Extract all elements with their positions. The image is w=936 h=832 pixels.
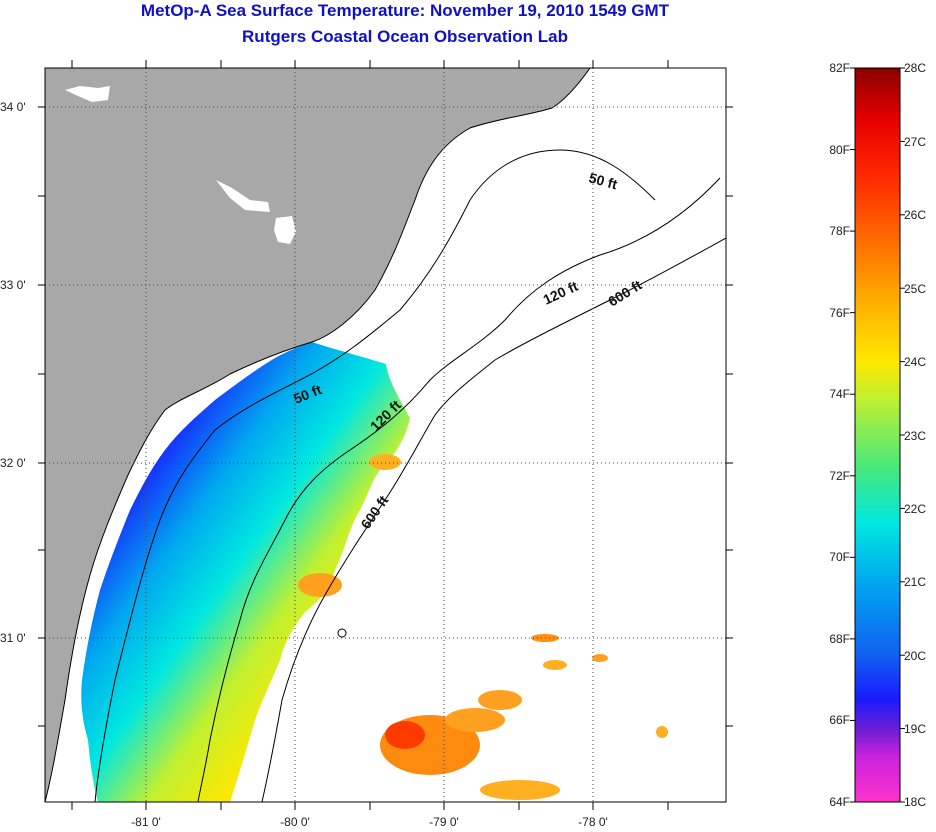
lat-label: 33 0' [0, 278, 26, 292]
colorbar-c-label: 20C [904, 649, 926, 663]
colorbar [854, 67, 901, 803]
lon-label: -78 0' [578, 815, 608, 829]
colorbar-f-label: 82F [829, 61, 850, 75]
colorbar-c-label: 24C [904, 355, 926, 369]
colorbar-c-label: 27C [904, 135, 926, 149]
contour-label: 50 ft [587, 169, 619, 192]
lake-island [65, 86, 110, 102]
coastline [45, 68, 591, 802]
map-frame [44, 67, 727, 803]
contour-600ft [261, 237, 726, 802]
colorbar-c-label: 18C [904, 795, 926, 809]
axis-ticks [38, 60, 733, 810]
lake-island [274, 216, 296, 244]
colorbar-c-label: 22C [904, 502, 926, 516]
contour-label: 600 ft [605, 276, 645, 309]
land-mass [45, 68, 590, 802]
colorbar-f-label: 72F [829, 469, 850, 483]
colorbar-c-label: 25C [904, 282, 926, 296]
lake-island [216, 180, 270, 212]
colorbar-ticks [850, 67, 905, 803]
lat-label: 32 0' [0, 456, 26, 470]
lon-label: -79 0' [429, 815, 459, 829]
lat-label: 31 0' [0, 631, 26, 645]
colorbar-f-label: 64F [829, 795, 850, 809]
contour-120ft [197, 177, 721, 802]
colorbar-f-label: 76F [829, 306, 850, 320]
colorbar-c-label: 23C [904, 429, 926, 443]
colorbar-f-label: 80F [829, 143, 850, 157]
graticule [45, 68, 726, 802]
contour-50ft [94, 149, 656, 802]
colorbar-c-label: 21C [904, 575, 926, 589]
colorbar-f-label: 66F [829, 713, 850, 727]
seamount-contour [337, 628, 347, 638]
map-subtitle: Rutgers Coastal Ocean Observation Lab [242, 27, 568, 46]
lon-label: -81 0' [131, 815, 161, 829]
colorbar-f-label: 70F [829, 550, 850, 564]
lon-label: -80 0' [280, 815, 310, 829]
colorbar-f-label: 74F [829, 387, 850, 401]
lat-label: 34 0' [0, 100, 26, 114]
colorbar-c-label: 19C [904, 722, 926, 736]
sst-swath [81, 342, 410, 802]
colorbar-f-label: 78F [829, 224, 850, 238]
colorbar-c-label: 28C [904, 61, 926, 75]
sst-patches [298, 454, 668, 800]
map-title: MetOp-A Sea Surface Temperature: Novembe… [140, 1, 670, 20]
colorbar-f-label: 68F [829, 632, 850, 646]
colorbar-c-label: 26C [904, 208, 926, 222]
